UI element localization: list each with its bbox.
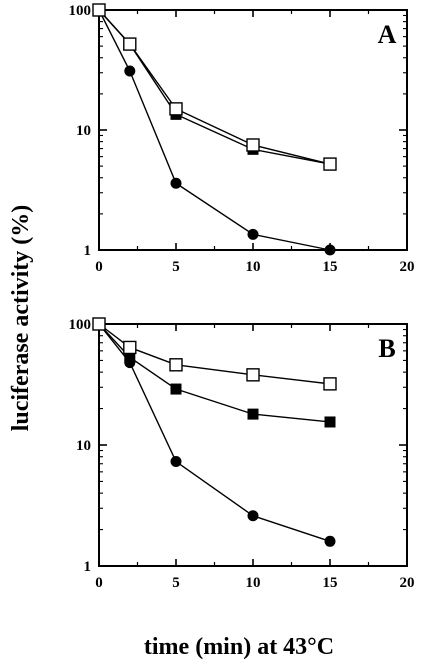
y-tick-label: 1: [84, 559, 92, 575]
x-tick-label: 15: [323, 259, 338, 275]
plot-frame: [98, 9, 408, 251]
y-tick-label: 100: [69, 3, 92, 19]
x-tick-label: 5: [172, 259, 180, 275]
data-point-filled-circle: [324, 535, 336, 547]
x-tick-label: 0: [95, 259, 103, 275]
panel-label: B: [378, 334, 395, 363]
plot-frame: [98, 323, 408, 567]
series-line-open-square: [98, 9, 331, 165]
data-point-open-square: [123, 340, 137, 355]
data-point-filled-circle: [247, 228, 259, 240]
data-point-open-square: [246, 368, 260, 382]
data-point-open-square: [323, 377, 337, 391]
data-point-filled-circle: [124, 65, 136, 77]
x-tick-label: 5: [172, 575, 180, 591]
x-tick-label: 0: [95, 575, 103, 591]
y-tick-label: 10: [76, 438, 91, 454]
data-point-open-square: [92, 317, 106, 331]
data-point-open-square: [246, 138, 260, 152]
data-point-open-square: [169, 358, 183, 372]
panel-label: A: [378, 20, 397, 49]
data-point-filled-square: [170, 383, 182, 395]
data-point-open-square: [123, 37, 137, 51]
series-line-filled-square: [98, 9, 331, 165]
data-point-filled-circle: [170, 456, 182, 468]
data-point-filled-square: [324, 416, 336, 428]
x-tick-label: 15: [323, 575, 338, 591]
y-tick-label: 100: [69, 317, 92, 333]
data-point-open-square: [92, 3, 106, 17]
x-tick-label: 10: [246, 259, 261, 275]
y-tick-label: 10: [76, 123, 91, 139]
panel-b: 0 5 10 15 20 1 10 100 B: [69, 317, 415, 591]
x-tick-label: 10: [246, 575, 261, 591]
data-point-open-square: [169, 102, 183, 116]
y-axis-title: luciferase activity (%): [8, 205, 34, 432]
data-point-filled-circle: [324, 244, 336, 256]
x-tick-label: 20: [400, 575, 415, 591]
data-point-filled-circle: [170, 177, 182, 189]
data-point-open-square: [323, 157, 337, 171]
data-point-filled-square: [247, 408, 259, 420]
series-line-filled-square: [98, 323, 331, 423]
x-axis-title: time (min) at 43°C: [144, 634, 334, 660]
data-point-filled-circle: [247, 510, 259, 522]
data-point-filled-square: [124, 351, 136, 363]
panel-a: 0 5 10 15 20 1 10 100 A: [69, 3, 415, 275]
y-tick-label: 1: [84, 243, 92, 259]
x-tick-label: 20: [400, 259, 415, 275]
